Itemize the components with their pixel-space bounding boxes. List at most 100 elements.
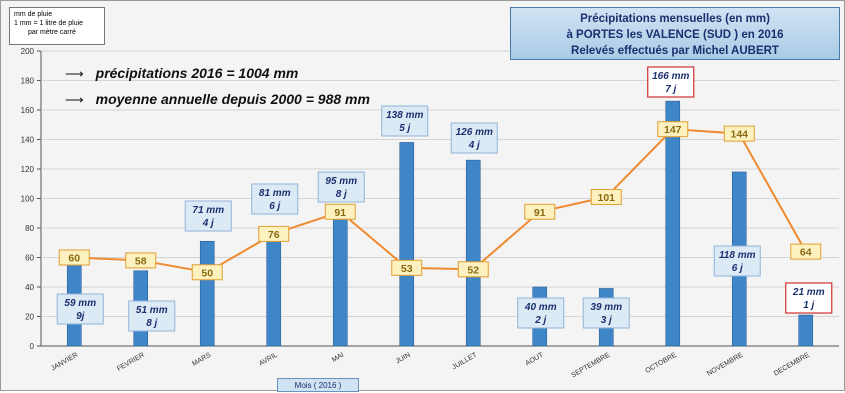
bar-label-mm: 59 mm (64, 298, 96, 309)
unit-note-line1: mm de pluie (14, 11, 53, 18)
bar-label-mm: 126 mm (456, 127, 493, 138)
average-point-box (524, 203, 556, 220)
y-tick-label: 140 (21, 136, 35, 145)
bar (199, 240, 215, 347)
bar-label-box (450, 122, 498, 154)
bar-label-box (647, 66, 695, 98)
x-axis-title: Mois ( 2016 ) (277, 378, 359, 392)
average-point-box (590, 189, 622, 206)
unit-note-line2: 1 mm = 1 litre de pluie (14, 20, 84, 27)
y-tick-label: 80 (25, 224, 34, 233)
average-point-box (125, 252, 157, 269)
bar-label-days: 7 j (665, 84, 676, 95)
average-point-label: 101 (597, 192, 615, 204)
average-point-label: 76 (268, 229, 280, 241)
average-point-label: 53 (401, 263, 413, 275)
x-tick-label: JUIN (395, 352, 412, 366)
y-tick-label: 200 (21, 47, 35, 56)
unit-note: mm de pluie 1 mm = 1 litre de pluie par … (9, 7, 105, 45)
chart-title-line2: à PORTES les VALENCE (SUD ) en 2016 (566, 29, 784, 41)
y-tick-label: 20 (25, 313, 34, 322)
bar-label-box (56, 293, 104, 325)
bar-label-box (184, 200, 232, 232)
y-tick-label: 60 (25, 254, 34, 263)
bar-label-days: 3 j (601, 315, 612, 326)
average-point-box (258, 225, 290, 242)
average-point-label: 52 (467, 264, 479, 276)
summary-total-text: précipitations 2016 = 1004 mm (95, 65, 299, 81)
y-tick-label: 180 (21, 77, 35, 86)
bar-label-mm: 21 mm (792, 287, 825, 298)
unit-note-line3: par mètre carré (28, 29, 76, 36)
bar (332, 205, 348, 347)
bar-label-box (381, 105, 429, 137)
x-tick-label: FEVRIER (116, 352, 146, 373)
bar-label-days: 6 j (269, 201, 280, 212)
x-tick-label: DECEMBRE (773, 352, 811, 378)
bar-label-mm: 138 mm (386, 110, 423, 121)
y-tick-label: 100 (21, 195, 35, 204)
average-point-label: 60 (68, 253, 80, 265)
x-tick-label: NOVEMBRE (706, 352, 744, 378)
summary-total: ⟶ précipitations 2016 = 1004 mm (65, 65, 298, 82)
bar-label-days: 6 j (732, 263, 743, 274)
bar-label-box (128, 300, 176, 332)
average-point-label: 147 (664, 124, 682, 136)
average-point-box (58, 249, 90, 266)
bar-label-mm: 51 mm (136, 305, 168, 316)
bar-label-mm: 39 mm (590, 302, 622, 313)
x-tick-label: JUILLET (451, 351, 479, 371)
bar-label-box (251, 183, 299, 215)
bar-label-days: 8 j (146, 318, 157, 329)
x-tick-label: OCTOBRE (644, 352, 678, 375)
bar (465, 159, 481, 347)
bar-label-mm: 95 mm (325, 176, 357, 187)
x-tick-label: SEPTEMBRE (570, 352, 611, 380)
x-tick-label: JANVIER (50, 352, 79, 373)
bar (798, 314, 814, 347)
bar-label-mm: 166 mm (652, 71, 689, 82)
average-point-label: 91 (334, 207, 346, 219)
arrow-icon: ⟶ (65, 92, 84, 107)
bar-label-box (317, 171, 365, 203)
bar-label-days: 9j (76, 311, 85, 322)
average-point-label: 64 (800, 247, 812, 259)
y-tick-label: 0 (30, 342, 35, 351)
bar (665, 100, 681, 347)
average-point-box (657, 121, 689, 138)
x-tick-label: AOUT (524, 351, 545, 367)
bar-label-box (785, 282, 833, 314)
average-point-box (391, 259, 423, 276)
average-point-label: 50 (201, 267, 213, 279)
average-point-label: 58 (135, 255, 147, 267)
summary-average-text: moyenne annuelle depuis 2000 = 988 mm (95, 91, 370, 107)
bar-label-box (582, 297, 630, 329)
bar-label-days: 8 j (336, 189, 347, 200)
bar-label-days: 5 j (399, 123, 410, 134)
y-tick-label: 120 (21, 165, 35, 174)
arrow-icon: ⟶ (65, 66, 84, 81)
average-point-box (457, 261, 489, 278)
average-point-box (191, 264, 223, 281)
bar-label-mm: 81 mm (259, 188, 291, 199)
bar-label-mm: 40 mm (524, 302, 557, 313)
average-line (74, 128, 807, 274)
x-tick-label: MAI (331, 352, 345, 364)
x-tick-label: AVRIL (258, 352, 279, 368)
average-point-box (324, 203, 356, 220)
bar-label-days: 4 j (468, 140, 480, 151)
x-tick-label: MARS (191, 352, 212, 368)
bar (266, 226, 282, 347)
chart-title-box: Précipitations mensuelles (en mm) à PORT… (510, 7, 840, 60)
average-point-label: 144 (730, 129, 748, 141)
bar (399, 142, 415, 347)
average-point-box (723, 125, 755, 142)
chart-title-line3: Relevés effectués par Michel AUBERT (571, 45, 779, 57)
summary-average: ⟶ moyenne annuelle depuis 2000 = 988 mm (65, 91, 370, 108)
average-point-box (790, 243, 822, 260)
y-tick-label: 160 (21, 106, 35, 115)
bar-label-mm: 118 mm (719, 250, 756, 261)
bar-label-days: 1 j (803, 300, 814, 311)
